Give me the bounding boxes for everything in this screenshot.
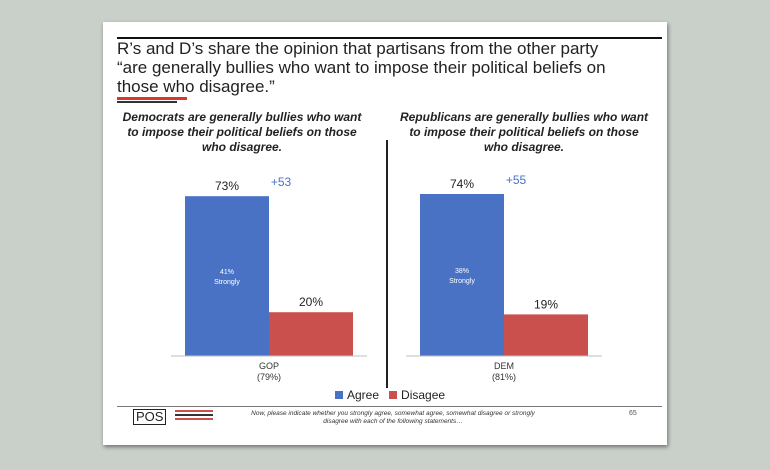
right-chart-title: Republicans are generally bullies who wa… [399, 110, 649, 154]
right-category-sublabel: (81%) [492, 372, 516, 382]
bar-charts: 73% 41% Strongly 20% +53 GOP(79%) 74% 38% Strong… [171, 173, 602, 382]
left-bar-label-agree: 73% [215, 179, 239, 193]
legend-swatch-disagree [389, 391, 398, 399]
legend-swatch-agree [335, 391, 343, 399]
right-category-label: DEM [494, 361, 514, 371]
pos-logo: POS [133, 409, 167, 425]
footer-rule [117, 406, 662, 407]
right-strongly-value: 38% [455, 268, 469, 275]
legend: Agree Disagee [335, 388, 445, 402]
left-strongly-value: 41% [220, 269, 234, 276]
left-strongly-label: Strongly [214, 279, 240, 286]
right-strongly-label: Strongly [449, 278, 475, 285]
left-category-label: GOP [259, 361, 279, 371]
right-bar-label-agree: 74% [450, 177, 474, 191]
legend-item-agree: Agree [335, 388, 379, 402]
right-difference-label: +55 [506, 173, 527, 187]
logo-bars [175, 410, 215, 424]
slide: R’s and D’s share the opinion that parti… [103, 22, 667, 445]
slide-title: R’s and D’s share the opinion that parti… [117, 39, 606, 96]
title-accent-dark [117, 101, 177, 103]
left-difference-label: +53 [271, 175, 292, 189]
right-bar-agree [420, 194, 504, 356]
left-bar-label-disagree: 20% [299, 295, 323, 309]
legend-label-disagree: Disagee [401, 388, 446, 402]
legend-label-agree: Agree [347, 388, 380, 402]
left-bar-disagree [269, 312, 353, 356]
legend-item-disagree: Disagee [389, 388, 445, 402]
right-bar-disagree [504, 314, 588, 356]
left-chart-title: Democrats are generally bullies who want… [122, 110, 362, 154]
left-category-sublabel: (79%) [257, 372, 281, 382]
left-bar-agree [185, 196, 269, 356]
top-rule [117, 37, 662, 39]
title-accent-red [117, 97, 187, 100]
page-number: 65 [629, 410, 637, 417]
footnote: Now, please indicate whether you strongl… [251, 410, 535, 425]
right-bar-label-disagree: 19% [534, 297, 558, 311]
chart-divider [386, 140, 388, 388]
